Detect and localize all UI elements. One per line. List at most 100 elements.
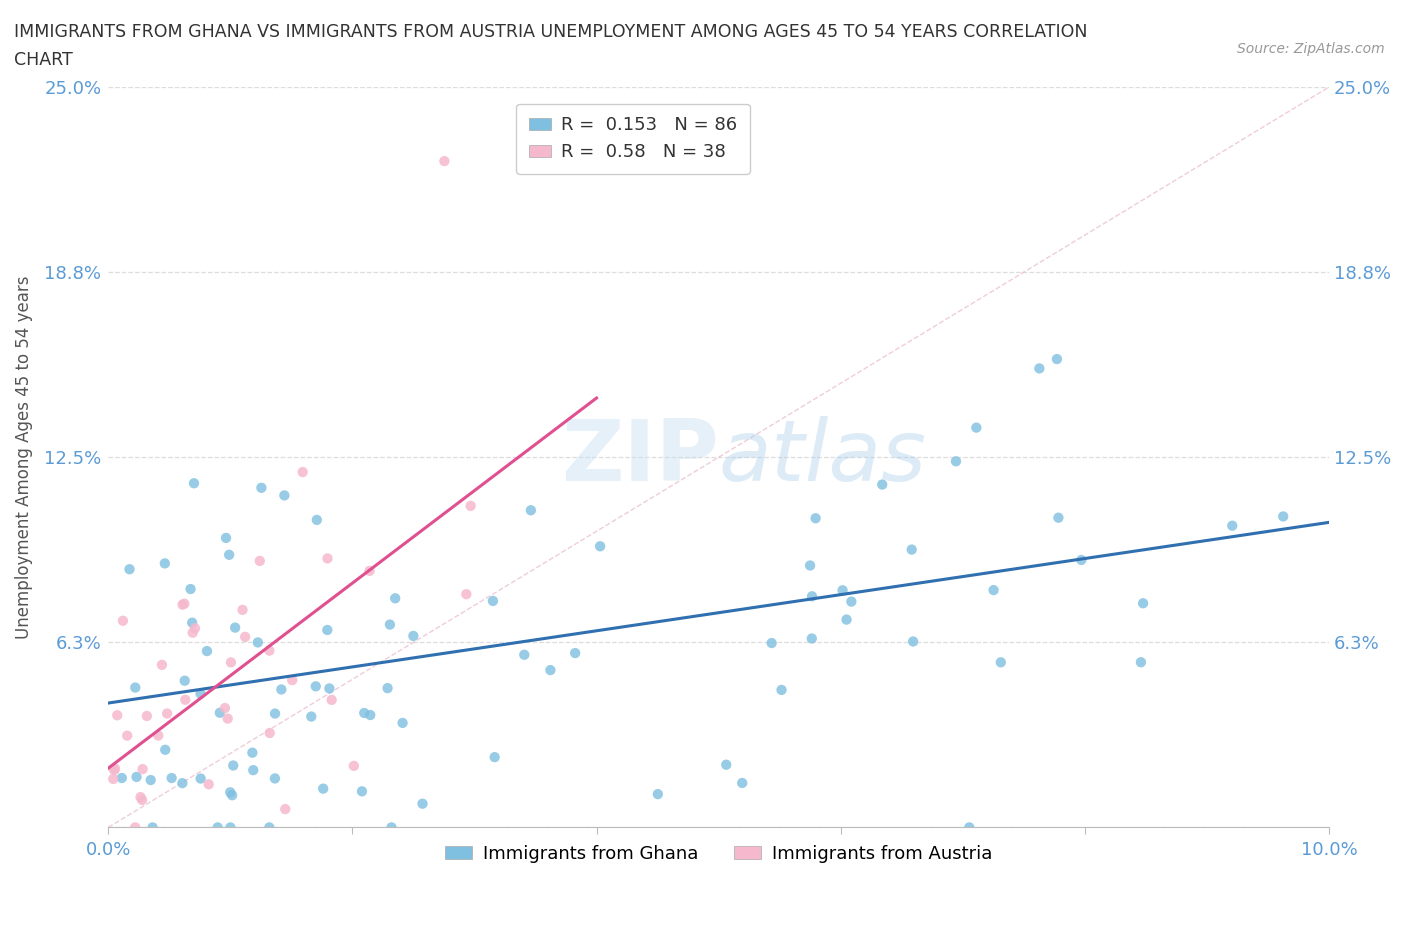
Point	[124, 820, 146, 835]
Point	[173, 673, 195, 688]
Point	[231, 603, 253, 618]
Point	[291, 465, 314, 480]
Point	[259, 725, 281, 740]
Text: CHART: CHART	[14, 51, 73, 69]
Point	[1272, 509, 1295, 524]
Point	[957, 820, 980, 835]
Point	[218, 548, 240, 563]
Point	[184, 621, 207, 636]
Point	[217, 711, 239, 726]
Point	[761, 635, 783, 650]
Point	[983, 583, 1005, 598]
Point	[219, 655, 242, 670]
Point	[264, 771, 287, 786]
Point	[380, 820, 402, 835]
Point	[155, 742, 177, 757]
Point	[156, 706, 179, 721]
Point	[281, 672, 304, 687]
Point	[131, 792, 153, 807]
Point	[1046, 352, 1069, 366]
Point	[181, 616, 204, 631]
Point	[118, 562, 141, 577]
Point	[221, 788, 243, 803]
Point	[111, 771, 134, 786]
Point	[901, 634, 924, 649]
Point	[412, 796, 434, 811]
Point	[174, 692, 197, 707]
Point	[233, 630, 256, 644]
Point	[139, 773, 162, 788]
Point	[150, 658, 173, 672]
Text: atlas: atlas	[718, 416, 927, 498]
Point	[207, 820, 229, 835]
Point	[103, 772, 125, 787]
Point	[222, 758, 245, 773]
Point	[353, 706, 375, 721]
Point	[305, 679, 328, 694]
Point	[482, 593, 505, 608]
Point	[343, 759, 366, 774]
Point	[1047, 511, 1070, 525]
Text: IMMIGRANTS FROM GHANA VS IMMIGRANTS FROM AUSTRIA UNEMPLOYMENT AMONG AGES 45 TO 5: IMMIGRANTS FROM GHANA VS IMMIGRANTS FROM…	[14, 23, 1088, 41]
Point	[181, 625, 204, 640]
Point	[391, 715, 413, 730]
Legend: Immigrants from Ghana, Immigrants from Austria: Immigrants from Ghana, Immigrants from A…	[437, 838, 1000, 870]
Point	[173, 596, 195, 611]
Point	[104, 762, 127, 777]
Point	[224, 620, 246, 635]
Point	[513, 647, 536, 662]
Point	[841, 594, 863, 609]
Point	[270, 682, 292, 697]
Point	[1070, 552, 1092, 567]
Point	[274, 802, 297, 817]
Point	[215, 530, 238, 545]
Point	[770, 683, 793, 698]
Point	[153, 556, 176, 571]
Point	[183, 476, 205, 491]
Point	[125, 769, 148, 784]
Point	[250, 481, 273, 496]
Point	[647, 787, 669, 802]
Point	[377, 681, 399, 696]
Text: ZIP: ZIP	[561, 416, 718, 498]
Point	[148, 728, 170, 743]
Point	[180, 581, 202, 596]
Point	[990, 655, 1012, 670]
Point	[197, 777, 219, 791]
Point	[801, 589, 824, 604]
Point	[900, 542, 922, 557]
Point	[195, 644, 218, 658]
Point	[316, 551, 339, 565]
Point	[520, 503, 543, 518]
Point	[359, 564, 381, 578]
Point	[831, 583, 853, 598]
Point	[484, 750, 506, 764]
Point	[246, 635, 269, 650]
Point	[800, 631, 823, 646]
Point	[115, 728, 138, 743]
Point	[273, 488, 295, 503]
Point	[312, 781, 335, 796]
Point	[105, 708, 128, 723]
Point	[242, 763, 264, 777]
Point	[129, 790, 152, 804]
Point	[111, 613, 134, 628]
Point	[945, 454, 967, 469]
Point	[1220, 518, 1243, 533]
Point	[172, 776, 194, 790]
Point	[1129, 655, 1152, 670]
Point	[564, 645, 586, 660]
Point	[378, 618, 401, 632]
Point	[135, 709, 157, 724]
Point	[305, 512, 328, 527]
Text: Source: ZipAtlas.com: Source: ZipAtlas.com	[1237, 42, 1385, 56]
Point	[142, 820, 165, 835]
Point	[299, 709, 322, 724]
Point	[799, 558, 821, 573]
Point	[716, 757, 738, 772]
Point	[456, 587, 478, 602]
Point	[321, 693, 343, 708]
Point	[160, 771, 183, 786]
Point	[240, 745, 263, 760]
Point	[433, 153, 456, 168]
